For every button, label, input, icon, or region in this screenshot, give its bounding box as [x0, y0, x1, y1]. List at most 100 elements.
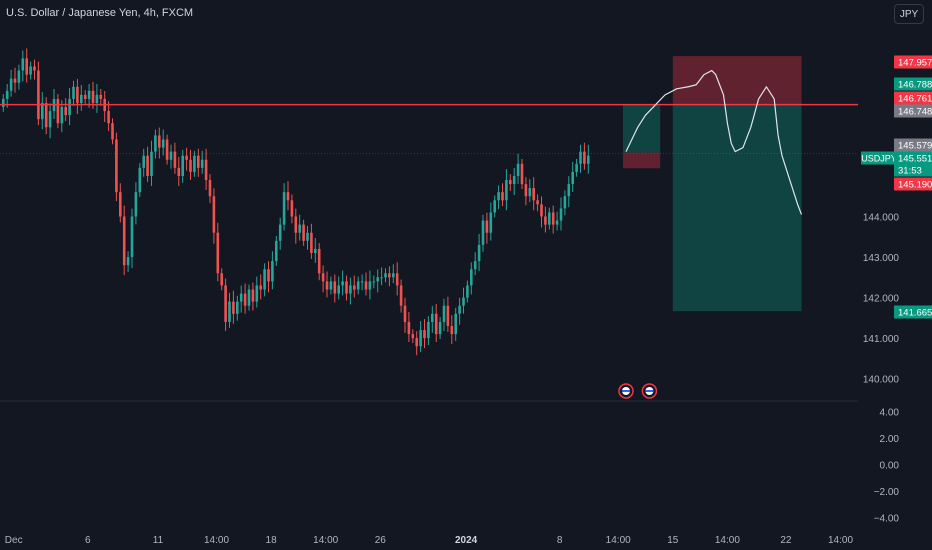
- time-axis-label: 14:00: [313, 535, 338, 546]
- candle: [165, 139, 169, 160]
- candle: [536, 200, 539, 205]
- candle: [9, 78, 13, 91]
- candle: [161, 139, 165, 148]
- candle: [419, 330, 422, 347]
- candle: [360, 281, 364, 283]
- candle: [239, 293, 243, 302]
- candle: [290, 200, 294, 217]
- candle: [512, 175, 516, 185]
- candle: [587, 155, 590, 164]
- candle: [13, 78, 17, 83]
- candle: [150, 151, 153, 176]
- candle: [224, 285, 227, 322]
- symbol-label: USDJPY: [861, 154, 897, 164]
- candle: [571, 171, 574, 185]
- candle: [91, 90, 95, 103]
- symbol-label-bg: [861, 151, 897, 165]
- time-axis-label: 18: [266, 535, 278, 546]
- candle: [427, 321, 430, 339]
- candle: [232, 301, 235, 314]
- candle: [60, 107, 64, 124]
- candle: [204, 159, 208, 181]
- candle: [130, 216, 134, 258]
- candle: [294, 216, 298, 233]
- candle: [17, 70, 21, 83]
- candle: [282, 192, 286, 225]
- candle: [497, 192, 500, 201]
- candle: [267, 269, 270, 282]
- candle: [306, 232, 309, 241]
- candle: [559, 208, 563, 221]
- price-label-bg: [894, 138, 932, 152]
- candle: [567, 184, 571, 197]
- currency-button[interactable]: JPY: [894, 4, 924, 24]
- candle: [540, 204, 543, 217]
- candle: [415, 338, 418, 347]
- candle: [431, 313, 434, 322]
- candle: [200, 159, 204, 168]
- candle: [44, 102, 48, 128]
- time-axis-label: 11: [153, 535, 164, 546]
- candle: [72, 86, 75, 99]
- candle: [349, 285, 352, 294]
- chart-title: U.S. Dollar / Japanese Yen, 4h, FXCM: [6, 7, 194, 19]
- candle: [407, 321, 411, 335]
- candle: [185, 155, 188, 160]
- candle: [333, 281, 337, 294]
- candle: [41, 102, 44, 120]
- candle: [493, 200, 496, 213]
- short-position-target-zone: [672, 105, 802, 312]
- projection-path: [625, 69, 803, 215]
- indicator-tick-label: 2.00: [880, 434, 900, 445]
- price-label-bg: [894, 177, 932, 191]
- price-tick-label: 143.000: [863, 253, 900, 264]
- candle: [21, 58, 25, 71]
- time-axis-label: 14:00: [204, 535, 229, 546]
- candle: [216, 232, 220, 274]
- candle: [286, 192, 290, 201]
- candle: [251, 289, 255, 302]
- candle: [388, 273, 391, 278]
- candle: [122, 216, 126, 266]
- candle: [489, 212, 493, 233]
- candle: [551, 212, 555, 225]
- candle: [119, 192, 122, 217]
- candle: [83, 94, 87, 99]
- candle: [212, 196, 216, 233]
- candle: [516, 163, 520, 176]
- candle: [341, 281, 344, 286]
- candle: [173, 151, 177, 168]
- candle: [197, 155, 200, 168]
- candle: [76, 86, 79, 103]
- candle: [372, 281, 376, 283]
- candle: [532, 188, 535, 201]
- price-tick-label: 142.000: [863, 294, 900, 305]
- candle: [56, 98, 60, 124]
- candle: [399, 285, 403, 306]
- candle: [321, 273, 325, 282]
- candle: [87, 90, 91, 99]
- candle: [325, 281, 329, 290]
- indicator-tick-label: 4.00: [880, 408, 900, 419]
- candle: [524, 184, 528, 197]
- candle: [485, 220, 489, 233]
- candle: [138, 167, 142, 193]
- candle: [208, 180, 212, 197]
- price-label: 141.665: [898, 308, 932, 319]
- candle: [411, 334, 415, 339]
- price-tick-label: 144.000: [863, 213, 900, 224]
- candle: [115, 139, 118, 193]
- candle: [392, 273, 395, 278]
- candle: [146, 155, 149, 176]
- candle: [5, 90, 9, 99]
- candle: [501, 192, 504, 201]
- time-axis-label: 2024: [455, 535, 478, 546]
- candle: [275, 240, 278, 262]
- candle: [247, 289, 251, 306]
- candle: [64, 107, 67, 116]
- time-axis-label: 14:00: [715, 535, 740, 546]
- candle: [263, 269, 266, 290]
- candle: [438, 321, 442, 335]
- price-label-bg: [894, 151, 932, 165]
